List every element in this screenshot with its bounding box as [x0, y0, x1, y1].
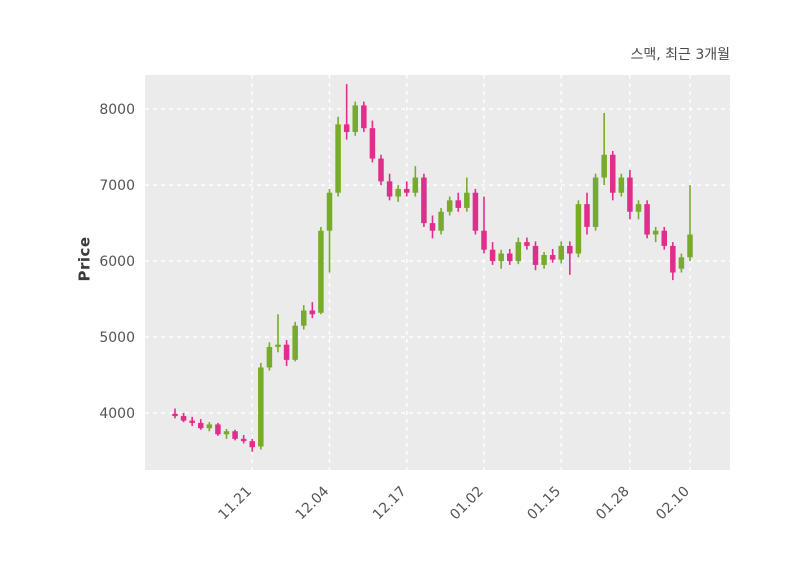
- candle-body: [532, 245, 539, 265]
- candle-body: [283, 344, 290, 360]
- candle-body: [429, 223, 436, 231]
- candle-body: [464, 192, 470, 208]
- candle-body: [687, 234, 693, 258]
- candle-body: [240, 438, 247, 442]
- y-tick-label: 8000: [99, 102, 135, 118]
- candle-body: [335, 124, 341, 193]
- x-tick-label: 01.15: [524, 484, 564, 524]
- candle-body: [292, 325, 298, 360]
- candle-body: [489, 249, 496, 262]
- candle-body: [275, 344, 281, 347]
- candle-body: [421, 177, 427, 224]
- candle-body: [541, 255, 547, 265]
- candle-body: [395, 188, 401, 197]
- candle-body: [635, 204, 642, 212]
- candle-body: [644, 204, 650, 235]
- y-tick-label: 5000: [99, 330, 135, 346]
- x-tick-label: 11.21: [215, 484, 255, 524]
- candle-body: [558, 245, 564, 260]
- candle-body: [627, 177, 633, 212]
- candle-body: [455, 200, 461, 208]
- candle-body: [301, 310, 307, 326]
- candle-body: [215, 424, 221, 435]
- x-tick-label: 02.10: [653, 484, 693, 524]
- candle-body: [352, 105, 358, 132]
- candle-body: [249, 441, 255, 448]
- candle-body: [206, 424, 213, 429]
- candle-body: [172, 413, 178, 417]
- candle-body: [378, 158, 384, 182]
- candle-body: [661, 230, 667, 246]
- candle-body: [610, 154, 616, 193]
- y-tick-label: 4000: [99, 406, 135, 422]
- candle-body: [369, 128, 376, 159]
- candle-body: [524, 242, 530, 246]
- candle-body: [232, 431, 238, 439]
- candle-body: [326, 192, 333, 231]
- plot-background: [145, 75, 730, 470]
- candle-body: [223, 431, 230, 435]
- candle-body: [584, 204, 590, 227]
- candle-body: [180, 416, 187, 421]
- x-tick-label: 12.17: [370, 484, 410, 524]
- candle-body: [404, 188, 410, 193]
- candle-body: [670, 245, 676, 273]
- x-tick-label: 01.02: [447, 484, 487, 524]
- candle-body: [481, 230, 487, 250]
- candle-body: [472, 192, 479, 231]
- candle-body: [515, 242, 522, 262]
- candle-body: [498, 253, 504, 262]
- x-tick-label: 01.28: [593, 484, 633, 524]
- y-tick-label: 7000: [99, 178, 135, 194]
- candle-body: [198, 422, 204, 429]
- candle-body: [567, 245, 573, 254]
- y-tick-label: 6000: [99, 254, 135, 270]
- chart-title: 스맥, 최근 3개월: [630, 47, 730, 63]
- candle-body: [361, 105, 367, 129]
- candle-body: [438, 211, 444, 231]
- candle-body: [446, 200, 453, 212]
- candle-body: [343, 124, 350, 132]
- candle-body: [309, 310, 316, 315]
- candle-body: [618, 177, 625, 193]
- candle-body: [678, 257, 685, 269]
- candle-body: [507, 253, 513, 262]
- candle-body: [318, 230, 324, 313]
- candle-body: [412, 177, 419, 193]
- candle-body: [549, 255, 556, 260]
- candle-body: [386, 181, 393, 197]
- candle-body: [189, 420, 195, 423]
- candle-body: [258, 367, 264, 447]
- candle-body: [601, 154, 607, 178]
- candle-body: [592, 177, 599, 227]
- candle-body: [575, 204, 582, 254]
- y-axis-label: Price: [75, 236, 94, 282]
- candle-body: [652, 230, 659, 235]
- candle-body: [266, 346, 273, 368]
- x-tick-label: 12.04: [293, 483, 333, 523]
